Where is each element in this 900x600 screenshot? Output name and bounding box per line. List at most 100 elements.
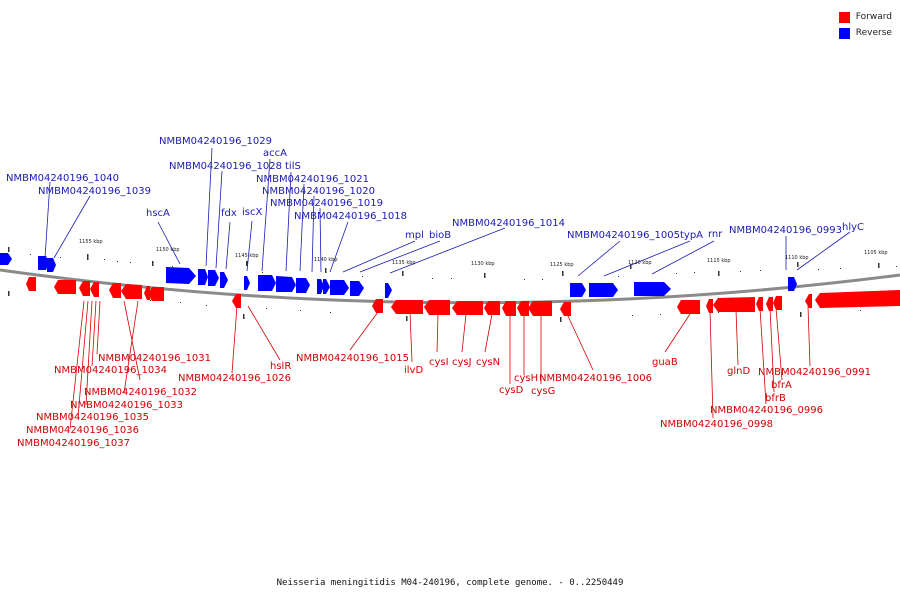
reverse-gene[interactable] — [38, 256, 49, 270]
forward-gene[interactable] — [502, 301, 516, 316]
forward-labels: NMBM04240196_1031 NMBM04240196_1034 NMBM… — [17, 353, 871, 449]
gene-label: iscX — [242, 207, 262, 218]
forward-gene[interactable] — [528, 301, 552, 316]
scale-label: 1115 kbp — [707, 258, 731, 264]
forward-gene[interactable] — [79, 281, 90, 296]
gene-label: NMBM04240196_1014 — [452, 218, 565, 229]
gene-label: hslR — [270, 361, 291, 372]
forward-gene[interactable] — [517, 301, 529, 316]
gene-label: bfrA — [771, 380, 792, 391]
legend-item-forward: Forward — [838, 9, 892, 25]
gene-label: NMBM04240196_1015 — [296, 353, 409, 364]
forward-gene[interactable] — [391, 300, 423, 314]
reverse-gene[interactable] — [296, 278, 310, 293]
gene-label: guaB — [652, 357, 678, 368]
gene-label: NMBM04240196_1040 — [6, 173, 119, 184]
scale-labels: 1155 kbp 1150 kbp 1145 kbp 1140 kbp 1135… — [79, 239, 888, 268]
reverse-labels: NMBM04240196_1040 NMBM04240196_1039 hscA… — [6, 136, 864, 241]
gene-label: NMBM04240196_1026 — [178, 373, 291, 384]
scale-label: 1105 kbp — [864, 250, 888, 256]
gene-label: fdx — [221, 208, 237, 219]
reverse-gene[interactable] — [330, 280, 349, 295]
forward-gene[interactable] — [90, 282, 99, 297]
forward-gene[interactable] — [815, 290, 900, 308]
forward-gene[interactable] — [452, 301, 483, 315]
reverse-gene[interactable] — [208, 270, 219, 286]
reverse-gene[interactable] — [0, 253, 12, 265]
reverse-gene[interactable] — [317, 279, 324, 294]
reverse-gene[interactable] — [589, 283, 618, 297]
scale-label: 1120 kbp — [628, 260, 652, 266]
forward-gene[interactable] — [232, 294, 241, 308]
legend-reverse-label: Reverse — [855, 28, 892, 38]
gene-label: NMBM04240196_1031 — [98, 353, 211, 364]
forward-gene[interactable] — [372, 299, 383, 313]
forward-gene[interactable] — [560, 302, 571, 316]
gene-label: glnD — [727, 366, 750, 377]
forward-gene[interactable] — [677, 300, 700, 314]
gene-label: NMBM04240196_0996 — [710, 405, 823, 416]
gene-label: NMBM04240196_1029 — [159, 136, 272, 147]
reverse-gene[interactable] — [570, 283, 586, 297]
forward-gene[interactable] — [756, 297, 763, 311]
reverse-gene[interactable] — [47, 258, 56, 272]
forward-swatch — [838, 11, 850, 23]
gene-label: NMBM04240196_1033 — [70, 400, 183, 411]
forward-gene[interactable] — [144, 286, 150, 300]
reverse-swatch — [838, 27, 850, 39]
forward-gene[interactable] — [713, 297, 755, 312]
gene-label: NMBM04240196_1006 — [539, 373, 652, 384]
legend-forward-label: Forward — [855, 12, 892, 22]
scale-label: 1155 kbp — [79, 239, 103, 245]
forward-genes-track — [26, 277, 900, 316]
forward-gene[interactable] — [706, 299, 713, 313]
reverse-gene[interactable] — [166, 267, 196, 284]
forward-gene[interactable] — [148, 287, 164, 301]
gene-label: NMBM04240196_0998 — [660, 419, 773, 430]
reverse-gene[interactable] — [220, 272, 228, 288]
forward-gene[interactable] — [766, 297, 773, 311]
gene-label: NMBM04240196_1019 — [270, 198, 383, 209]
gene-label: NMBM04240196_1018 — [294, 211, 407, 222]
gene-label: cysD — [499, 385, 524, 396]
reverse-gene[interactable] — [244, 276, 250, 290]
forward-connectors — [69, 300, 811, 430]
gene-label: NMBM04240196_0991 — [758, 367, 871, 378]
reverse-gene[interactable] — [198, 269, 208, 285]
gene-label: cysG — [531, 386, 555, 397]
forward-gene[interactable] — [54, 280, 76, 294]
gene-label: rnr — [708, 229, 723, 240]
gene-label: NMBM04240196_1032 — [84, 387, 197, 398]
gene-label: accA — [263, 148, 287, 159]
gene-label: NMBM04240196_1020 — [262, 186, 375, 197]
reverse-gene[interactable] — [258, 275, 276, 291]
forward-gene[interactable] — [773, 296, 782, 310]
reverse-gene[interactable] — [323, 279, 330, 294]
forward-gene[interactable] — [121, 284, 142, 299]
gene-label: hlyC — [842, 222, 864, 233]
reverse-gene[interactable] — [788, 277, 797, 291]
gene-label: hscA — [146, 208, 170, 219]
gene-label: cysN — [476, 357, 500, 368]
scale-label: 1130 kbp — [471, 261, 495, 267]
gene-label: cysJ — [452, 357, 472, 368]
gene-label: bfrB — [765, 393, 786, 404]
reverse-genes-track — [0, 253, 797, 298]
gene-label: mpl — [405, 230, 424, 241]
scale-ticks — [8, 247, 897, 322]
gene-label: tilS — [285, 161, 301, 172]
gene-label: NMBM04240196_1028 — [169, 161, 282, 172]
forward-gene[interactable] — [484, 301, 500, 315]
forward-gene[interactable] — [424, 300, 450, 315]
reverse-gene[interactable] — [634, 282, 671, 296]
gene-label: cysH — [514, 373, 538, 384]
forward-gene[interactable] — [109, 283, 121, 298]
reverse-gene[interactable] — [276, 276, 296, 292]
forward-gene[interactable] — [26, 277, 36, 291]
scale-label: 1110 kbp — [785, 255, 809, 261]
gene-label: bioB — [429, 230, 451, 241]
reverse-gene[interactable] — [350, 281, 364, 296]
reverse-gene[interactable] — [385, 283, 392, 298]
forward-gene[interactable] — [805, 294, 812, 308]
